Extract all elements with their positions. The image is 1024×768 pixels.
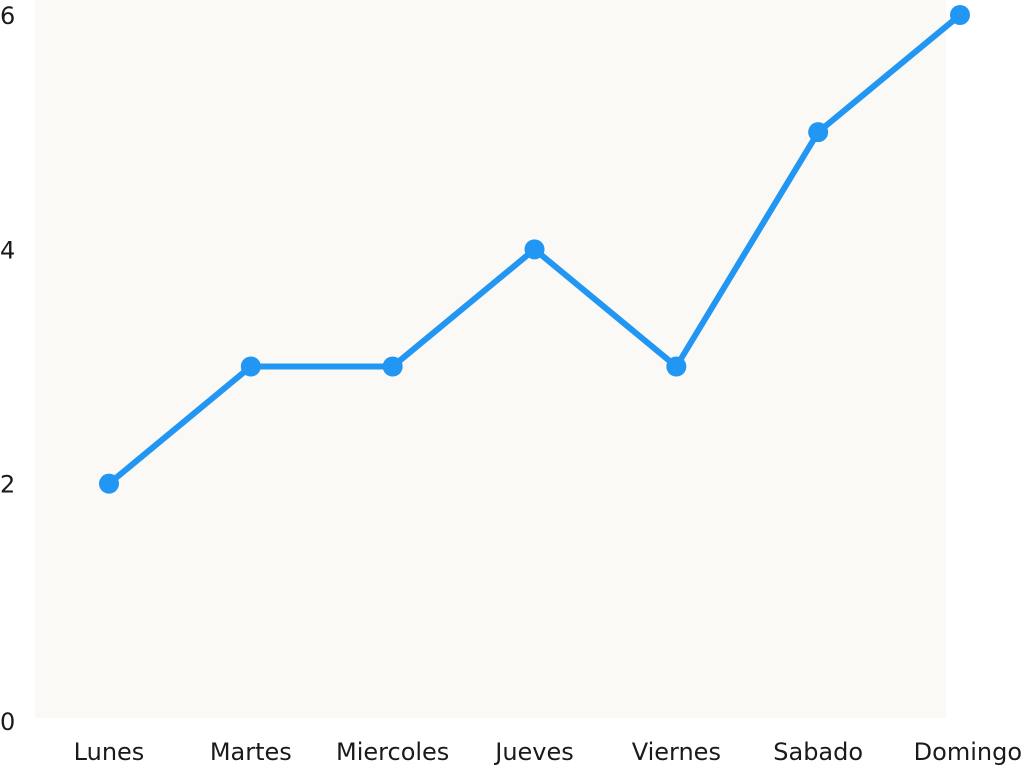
plot-area bbox=[35, 0, 946, 718]
x-tick-label: Sabado bbox=[773, 738, 863, 766]
series-layer bbox=[99, 5, 970, 494]
data-point bbox=[950, 5, 970, 25]
y-axis-tick-labels: 0 2 4 6 bbox=[0, 2, 15, 736]
y-tick-label: 6 bbox=[0, 2, 15, 30]
y-tick-label: 0 bbox=[0, 708, 15, 736]
x-tick-label: Martes bbox=[210, 738, 292, 766]
data-point bbox=[99, 473, 119, 494]
x-tick-label: Lunes bbox=[74, 738, 145, 766]
x-tick-label: Jueves bbox=[493, 738, 574, 766]
data-point bbox=[666, 356, 687, 377]
data-point bbox=[524, 239, 545, 260]
data-point bbox=[808, 122, 829, 143]
x-axis-tick-labels: Lunes Martes Miercoles Jueves Viernes Sabado D… bbox=[74, 738, 1022, 766]
data-point bbox=[382, 356, 403, 377]
y-tick-label: 2 bbox=[0, 471, 15, 499]
x-tick-label: Viernes bbox=[632, 738, 721, 766]
x-tick-label: Miercoles bbox=[336, 738, 449, 766]
y-tick-label: 4 bbox=[0, 236, 15, 264]
data-point bbox=[240, 356, 261, 377]
x-tick-label: Domingo bbox=[914, 738, 1022, 766]
